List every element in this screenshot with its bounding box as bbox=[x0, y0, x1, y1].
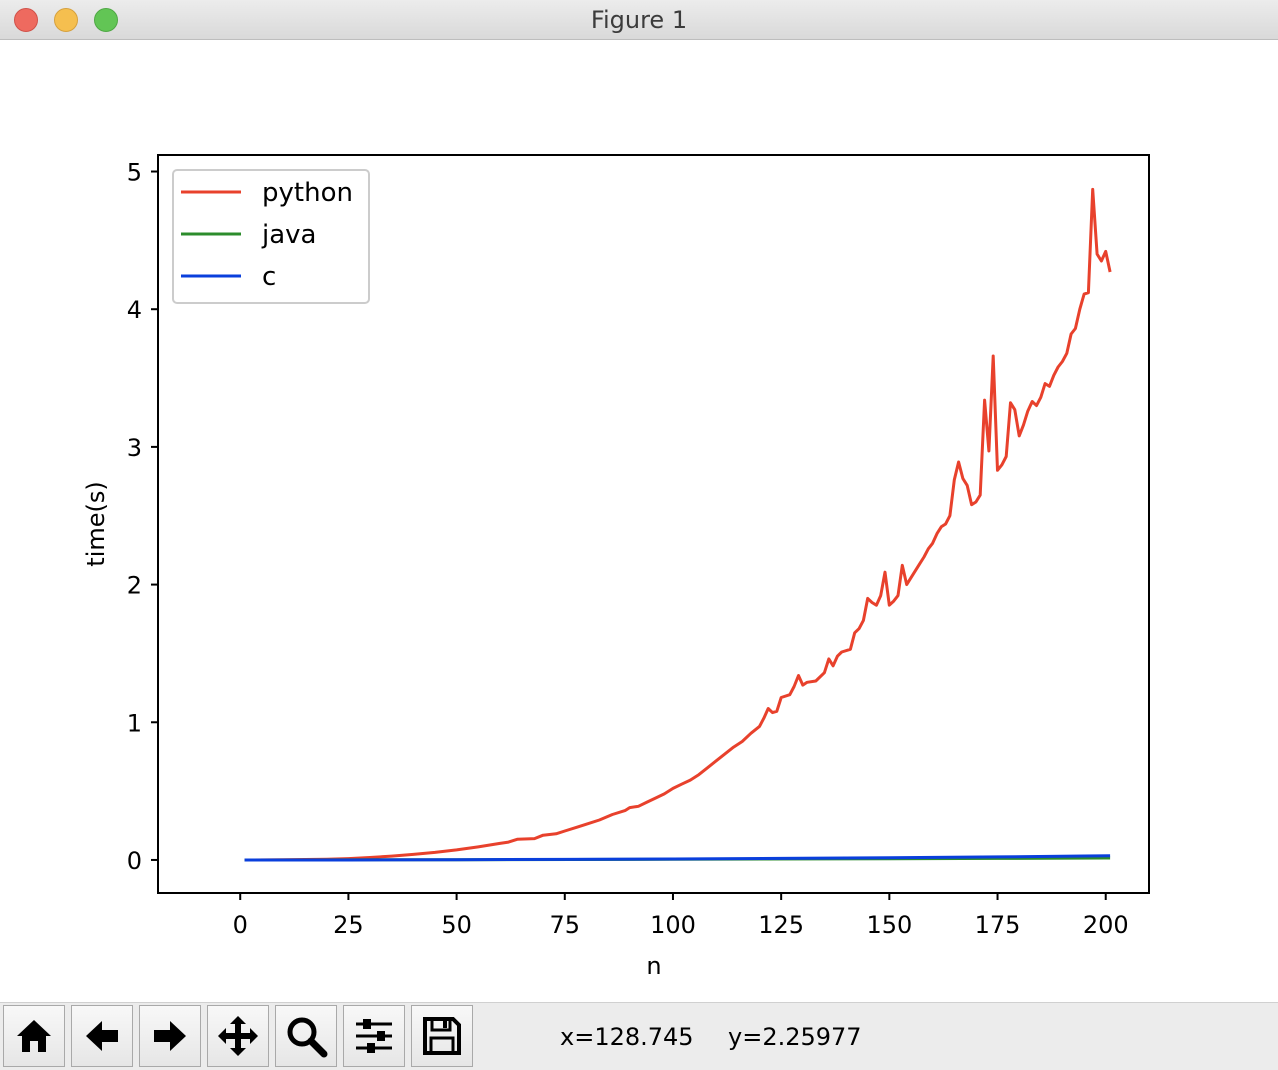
legend-label-python: python bbox=[262, 178, 353, 208]
x-tick-label: 150 bbox=[866, 911, 912, 939]
home-icon bbox=[17, 1020, 51, 1052]
series-line-c bbox=[244, 854, 1111, 862]
y-tick-label: 4 bbox=[127, 296, 142, 324]
configure-subplots-button[interactable] bbox=[343, 1005, 405, 1067]
y-tick-label: 5 bbox=[127, 159, 142, 187]
y-axis-label: time(s) bbox=[82, 481, 110, 566]
maximize-window-button[interactable] bbox=[94, 8, 118, 32]
x-tick-label: 100 bbox=[650, 911, 696, 939]
plot-frame bbox=[157, 154, 1150, 894]
series-layer bbox=[244, 187, 1112, 862]
tick-layer: 0 25 50 75 100 125 150 175 200 0 1 2 3 4 5 bbox=[127, 159, 1129, 939]
legend: python java c bbox=[172, 169, 370, 304]
close-window-button[interactable] bbox=[14, 8, 38, 32]
zoom-button[interactable] bbox=[275, 1005, 337, 1067]
save-button[interactable] bbox=[411, 1005, 473, 1067]
legend-label-java: java bbox=[261, 220, 316, 250]
cursor-x-readout: x=128.745 bbox=[560, 1023, 694, 1051]
cursor-y-readout: y=2.25977 bbox=[728, 1023, 862, 1051]
y-tick-label: 2 bbox=[127, 572, 142, 600]
pan-button[interactable] bbox=[207, 1005, 269, 1067]
move-icon bbox=[218, 1016, 258, 1056]
figure-canvas[interactable]: 0 25 50 75 100 125 150 175 200 0 1 2 3 4 5 n time(s) p… bbox=[0, 40, 1278, 1002]
x-tick-label: 125 bbox=[758, 911, 804, 939]
x-tick-label: 50 bbox=[441, 911, 472, 939]
x-tick-label: 75 bbox=[550, 911, 581, 939]
x-tick-label: 0 bbox=[233, 911, 248, 939]
save-icon bbox=[423, 1017, 461, 1055]
minimize-window-button[interactable] bbox=[54, 8, 78, 32]
x-tick-label: 200 bbox=[1083, 911, 1129, 939]
window-title: Figure 1 bbox=[590, 6, 688, 34]
line-chart: 0 25 50 75 100 125 150 175 200 0 1 2 3 4 5 n time(s) p… bbox=[82, 154, 1150, 980]
legend-label-c: c bbox=[262, 262, 276, 292]
navigation-toolbar: x=128.745 y=2.25977 bbox=[0, 1002, 1278, 1070]
back-button[interactable] bbox=[71, 1005, 133, 1067]
y-tick-label: 0 bbox=[127, 847, 142, 875]
y-tick-label: 1 bbox=[127, 709, 142, 737]
arrow-right-icon bbox=[154, 1021, 186, 1051]
y-tick-label: 3 bbox=[127, 434, 142, 462]
x-tick-label: 175 bbox=[975, 911, 1021, 939]
window-titlebar: Figure 1 bbox=[0, 0, 1278, 40]
forward-button[interactable] bbox=[139, 1005, 201, 1067]
home-button[interactable] bbox=[3, 1005, 65, 1067]
arrow-left-icon bbox=[86, 1021, 118, 1051]
x-tick-label: 25 bbox=[333, 911, 364, 939]
search-icon bbox=[287, 1017, 328, 1058]
legend-frame bbox=[172, 169, 370, 304]
sliders-icon bbox=[356, 1019, 392, 1053]
series-line-python bbox=[244, 187, 1112, 862]
x-axis-label: n bbox=[646, 952, 661, 980]
